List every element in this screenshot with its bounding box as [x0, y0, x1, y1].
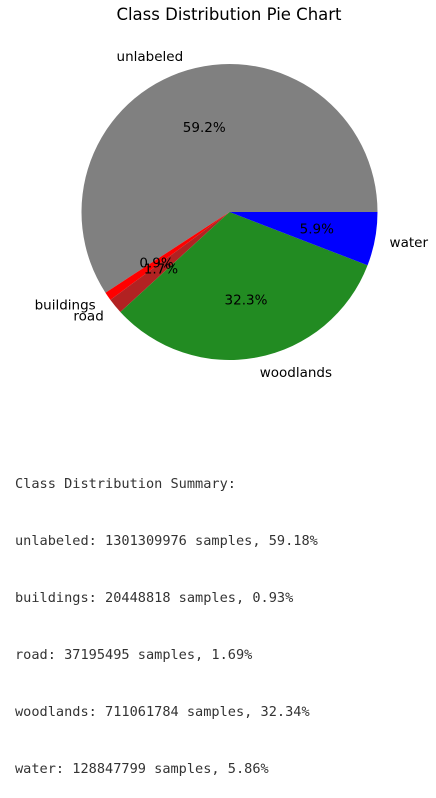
pct-label-buildings: 0.9% [139, 256, 173, 272]
pct-label-unlabeled: 59.2% [183, 120, 226, 136]
summary-line-unlabeled: unlabeled: 1301309976 samples, 59.18% [15, 533, 318, 549]
category-label-woodlands: woodlands [260, 365, 332, 381]
pct-label-woodlands: 32.3% [225, 292, 268, 308]
category-label-road: road [73, 308, 103, 324]
class-distribution-summary: Class Distribution Summary: unlabeled: 1… [15, 437, 318, 798]
pie-slice-unlabeled [81, 63, 378, 293]
summary-line-woodlands: woodlands: 711061784 samples, 32.34% [15, 704, 310, 720]
category-label-water: water [390, 235, 429, 251]
pie-slice-woodlands [120, 212, 368, 361]
pie-slice-buildings [105, 212, 230, 300]
summary-line-water: water: 128847799 samples, 5.86% [15, 761, 269, 777]
pct-label-road: 1.7% [144, 261, 178, 277]
summary-line-buildings: buildings: 20448818 samples, 0.93% [15, 590, 294, 606]
category-label-buildings: buildings [35, 298, 96, 314]
pie-slice-water [229, 212, 378, 266]
pie-slice-road [110, 212, 230, 312]
pie-chart: Class Distribution Pie Chart unlabeled bu… [35, 5, 429, 381]
summary-line-road: road: 37195495 samples, 1.69% [15, 647, 253, 663]
summary-heading: Class Distribution Summary: [15, 476, 236, 492]
chart-title: Class Distribution Pie Chart [116, 5, 342, 24]
percentage-labels: 59.2% 0.9%1.7% 32.3% 5.9% [139, 120, 334, 308]
category-label-unlabeled: unlabeled [117, 49, 184, 65]
pct-label-water: 5.9% [300, 221, 334, 237]
pie-slices [81, 63, 378, 361]
